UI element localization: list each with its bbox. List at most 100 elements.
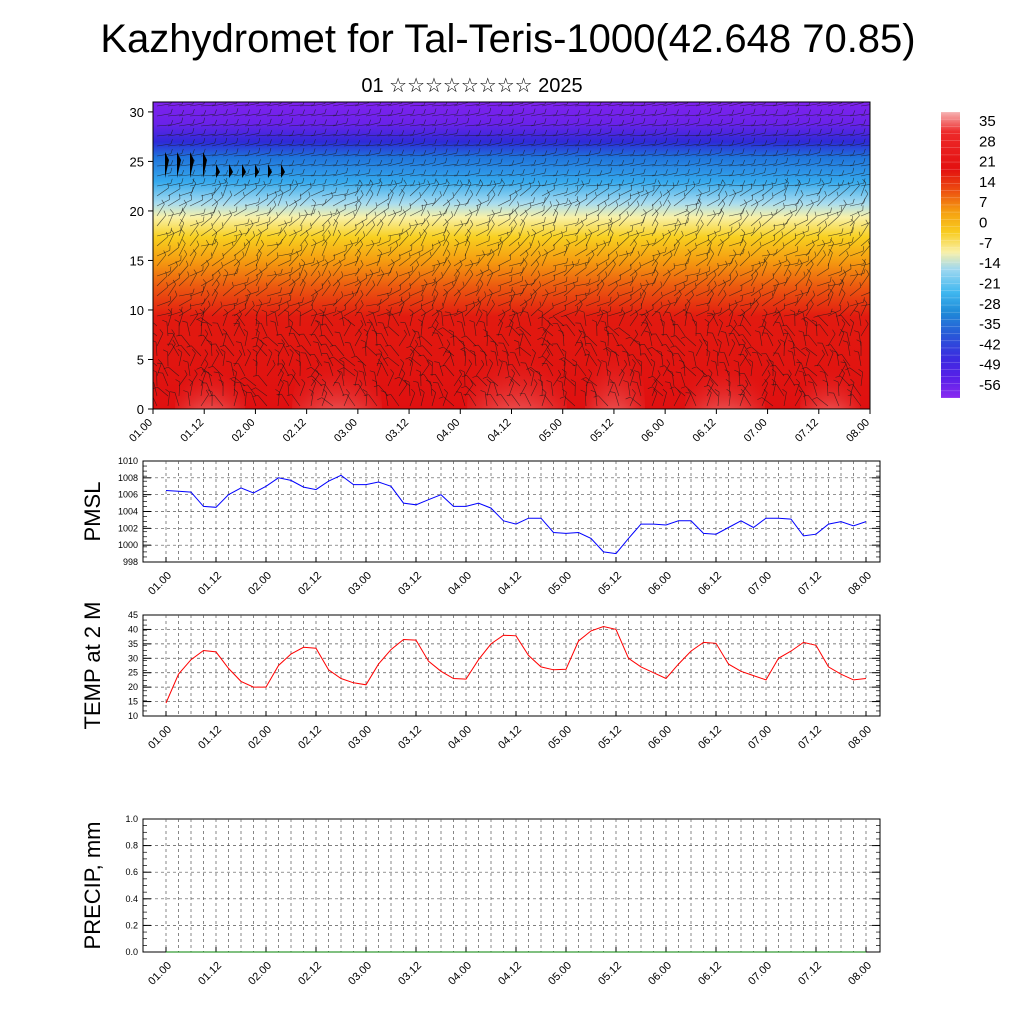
wind-barb (792, 342, 796, 357)
wind-barb (827, 271, 842, 277)
wind-barb (819, 324, 829, 337)
wind-barb-feather (731, 339, 736, 344)
wind-barb (266, 292, 281, 297)
wind-barb-feather (683, 192, 686, 198)
x-tick-label: 02.00 (246, 570, 274, 598)
wind-barb (354, 225, 365, 237)
wind-barb-feather (225, 119, 228, 125)
wind-barb (596, 241, 611, 247)
wind-barb-feather (390, 110, 394, 115)
colorbar-label: -35 (979, 316, 1001, 333)
wind-barb-feather (560, 359, 566, 363)
wind-barb-feather (720, 118, 723, 124)
wind-barb (354, 173, 369, 177)
wind-barb (354, 304, 364, 317)
wind-barb-feather (813, 315, 819, 318)
wind-barb (189, 133, 204, 137)
wind-barb-feather (522, 169, 525, 174)
wind-barb-feather (372, 280, 376, 286)
wind-barb-feather (339, 357, 345, 360)
wind-barb-feather (242, 251, 245, 257)
wind-barb (282, 343, 290, 357)
wind-barb (519, 153, 534, 157)
wind-barb-feather (591, 319, 597, 323)
wind-barb (387, 134, 402, 137)
wind-barb (376, 240, 391, 247)
wind-flag (255, 164, 259, 178)
wind-barb-feather (188, 378, 193, 383)
wind-barb (629, 221, 644, 227)
wind-barb (596, 113, 611, 117)
wind-barb-feather (838, 182, 840, 188)
x-tick-label: 03.12 (396, 960, 424, 988)
wind-barb-feather (259, 269, 263, 274)
wind-barb (266, 352, 273, 367)
wind-barb (332, 295, 344, 307)
wind-barb (860, 173, 870, 177)
wind-barb (750, 103, 765, 107)
wind-barb (486, 114, 501, 117)
wind-barb (838, 363, 847, 377)
wind-barb (238, 363, 246, 377)
wind-barb-feather (687, 118, 690, 124)
wind-barb-feather (654, 159, 657, 165)
wind-barb-feather (296, 345, 302, 348)
wind-barb (541, 134, 556, 137)
wind-barb (343, 244, 353, 257)
wind-barb (233, 247, 246, 257)
wind-barb (684, 207, 697, 217)
wind-barb-feather (538, 356, 543, 359)
wind-barb (838, 241, 853, 247)
wind-barb (244, 353, 251, 367)
wind-barb (435, 374, 444, 387)
wind-barb (332, 133, 347, 137)
wind-barb-feather (632, 359, 636, 364)
wind-barb (244, 210, 259, 217)
wind-barb-feather (625, 396, 631, 400)
wind-barb (750, 273, 759, 287)
wind-barb-feather (579, 310, 585, 313)
wind-barb-feather (346, 139, 349, 145)
wind-barb (640, 282, 655, 287)
wind-barb-feather (830, 139, 833, 145)
wind-barb-feather (163, 210, 167, 216)
wind-barb-feather (550, 231, 553, 237)
wind-barb (321, 274, 332, 287)
wind-barb (849, 202, 864, 207)
wind-barb (530, 245, 541, 257)
wind-barb-feather (830, 109, 833, 115)
wind-barb (574, 218, 587, 227)
wind-barb-feather (291, 168, 294, 174)
wind-barb (260, 323, 268, 337)
wind-barb-feather (524, 279, 528, 285)
wind-barb-feather (875, 299, 876, 304)
wind-barb-feather (184, 370, 188, 375)
wind-barb (783, 313, 798, 317)
wind-barb (244, 377, 257, 387)
wind-barb-feather (588, 229, 592, 234)
wind-barb-feather (500, 129, 503, 135)
wind-barb-feather (526, 367, 532, 370)
wind-barb-feather (687, 249, 692, 254)
wind-barb-feather (731, 109, 734, 115)
wind-barb-feather (621, 129, 624, 135)
wind-barb-feather (481, 359, 485, 365)
wind-barb (431, 162, 446, 167)
wind-barb-feather (788, 369, 792, 375)
wind-barb (233, 232, 248, 237)
wind-barb-feather (797, 179, 801, 184)
wind-barb (323, 334, 334, 347)
wind-barb-feather (713, 210, 716, 215)
wind-barb (552, 300, 567, 307)
wind-barb-feather (302, 159, 305, 165)
wind-barb-feather (477, 298, 482, 304)
wind-barb-feather (643, 108, 646, 114)
colorbar-label: 0 (979, 215, 987, 232)
wind-barb-feather (555, 199, 560, 204)
wind-barb-feather (821, 349, 825, 355)
wind-barb (629, 173, 644, 177)
wind-barb (596, 122, 611, 127)
wind-barb-feather (599, 147, 602, 153)
wind-barb (376, 252, 383, 267)
